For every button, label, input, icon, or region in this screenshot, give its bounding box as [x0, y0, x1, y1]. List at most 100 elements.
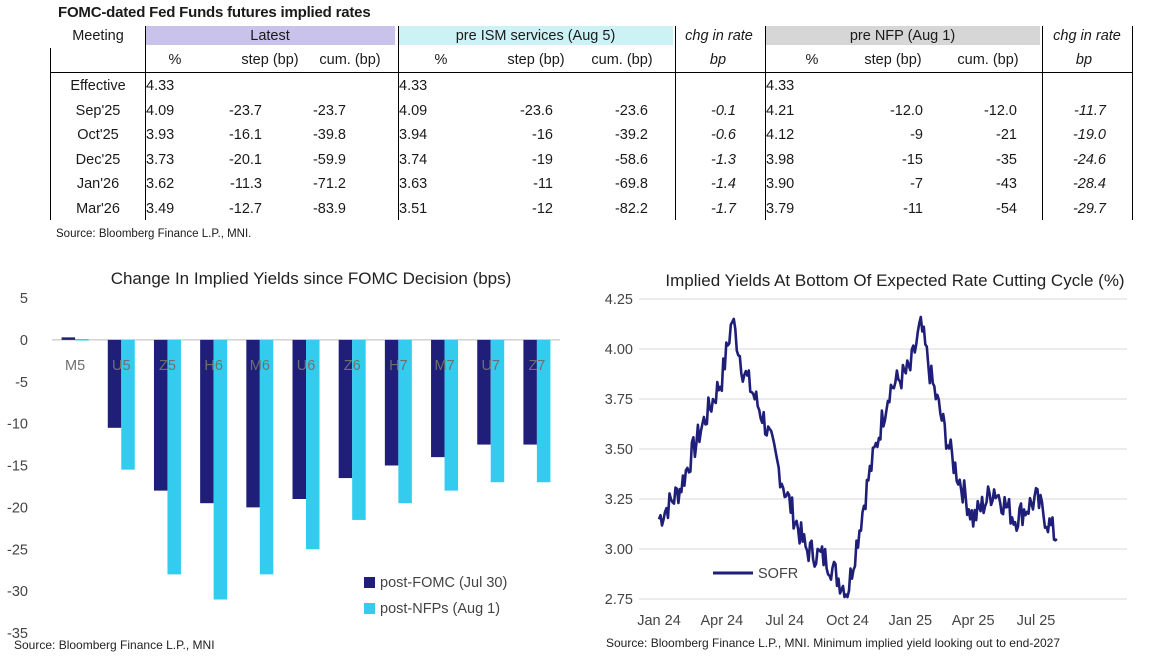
- group-header-2: pre ISM services (Aug 5): [455, 28, 616, 44]
- group-band-1: [145, 26, 395, 45]
- bar-M6-2: [259, 339, 274, 575]
- group-band-2: [398, 26, 673, 45]
- y-tick-label: 3.25: [605, 492, 633, 508]
- table-title: FOMC-dated Fed Funds futures implied rat…: [58, 4, 371, 21]
- y-tick-label: -15: [7, 459, 28, 475]
- y-tick-label: 5: [20, 291, 28, 307]
- table-cell: 3.73: [146, 151, 175, 168]
- rates-table: FOMC-dated Fed Funds futures implied rat…: [0, 0, 1149, 240]
- legend-label-2: post-NFPs (Aug 1): [380, 601, 500, 617]
- y-tick-label: -35: [7, 626, 28, 642]
- table-cell: 4.12: [766, 127, 795, 143]
- table-cell: -21: [996, 127, 1017, 143]
- bar-U7-2: [490, 339, 505, 483]
- x-tick-label: Jan 25: [889, 613, 933, 629]
- table-cell: -9: [910, 127, 923, 143]
- y-tick-label: -20: [7, 500, 28, 516]
- x-tick-label: Oct 24: [826, 613, 869, 629]
- legend-label-1: post-FOMC (Jul 30): [380, 575, 507, 591]
- table-cell: 3.93: [146, 127, 175, 143]
- subheader-10: cum. (bp): [957, 52, 1019, 68]
- table-cell: -20.1: [228, 151, 262, 168]
- table-cell: -11.7: [1074, 102, 1106, 119]
- table-cell: -43: [996, 176, 1017, 192]
- row-meeting: Sep'25: [75, 102, 121, 119]
- group-band-4: [765, 26, 1040, 45]
- bar-U6-2: [306, 339, 320, 550]
- table-cell: 3.63: [399, 176, 428, 192]
- table-cell: -11: [903, 200, 923, 217]
- subheader-7: bp: [709, 52, 727, 68]
- table-source: Source: Bloomberg Finance L.P., MNI.: [56, 228, 252, 240]
- table-cell: -23.7: [312, 102, 346, 119]
- table-cell: -16.1: [228, 127, 262, 143]
- row-meeting: Mar'26: [76, 200, 120, 217]
- group-band-3: [675, 26, 763, 45]
- x-category-label: M6: [250, 358, 270, 374]
- x-category-label: U5: [112, 358, 131, 374]
- table-cell: -82.2: [614, 200, 648, 217]
- bar-M7-2: [444, 339, 459, 491]
- column-rule: [765, 26, 766, 220]
- table-cell: 3.49: [146, 200, 175, 217]
- y-tick-label: -5: [15, 375, 28, 391]
- row-meeting: Dec'25: [75, 151, 121, 168]
- table-cell: -35: [996, 151, 1017, 168]
- group-header-4: pre NFP (Aug 1): [849, 28, 956, 44]
- table-cell: -0.1: [711, 102, 736, 119]
- table-cell: 4.33: [766, 78, 795, 94]
- table-cell: -59.9: [312, 151, 346, 168]
- table-cell: -69.8: [614, 176, 648, 192]
- column-rule: [1132, 26, 1133, 220]
- x-category-label: M7: [434, 358, 454, 374]
- table-cell: -15: [902, 151, 923, 168]
- subheader-9: step (bp): [864, 52, 922, 68]
- line-chart-title: Implied Yields At Bottom Of Expected Rat…: [665, 271, 1124, 290]
- x-tick-label: Jul 24: [765, 613, 804, 629]
- table-cell: -39.2: [614, 127, 648, 143]
- table-cell: -7: [910, 176, 923, 192]
- meeting-header: Meeting: [72, 28, 124, 44]
- bar-Z7-2: [536, 339, 551, 483]
- subheader-3: cum. (bp): [319, 52, 381, 68]
- y-tick-label: 3.50: [605, 442, 633, 458]
- column-rule: [50, 48, 51, 220]
- bar-U5-2: [121, 339, 135, 470]
- x-tick-label: Jul 25: [1017, 613, 1056, 629]
- table-cell: -71.2: [312, 176, 346, 192]
- bar-H6-1: [200, 339, 214, 504]
- table-cell: -54: [996, 200, 1017, 217]
- bar-Z5-2: [167, 339, 181, 575]
- subheader-1: %: [168, 52, 182, 68]
- row-meeting: Jan'26: [76, 176, 120, 192]
- x-category-label: U6: [297, 358, 316, 374]
- bar-U5-1: [107, 339, 122, 428]
- table-cell: -11.3: [230, 176, 262, 192]
- row-meeting: Oct'25: [77, 127, 119, 143]
- table-cell: -0.6: [711, 127, 736, 143]
- table-cell: 3.74: [399, 151, 428, 168]
- bar-H6-2: [213, 339, 228, 600]
- group-header-5: chg in rate: [1053, 28, 1121, 44]
- x-category-label: H6: [204, 358, 223, 374]
- table-cell: 3.94: [399, 127, 428, 143]
- table-cell: -12.7: [228, 200, 262, 217]
- x-category-label: Z7: [528, 358, 545, 374]
- bar-M5-1: [61, 337, 76, 340]
- table-cell: 3.51: [399, 200, 428, 217]
- column-rule: [398, 26, 399, 220]
- subheader-2: step (bp): [241, 52, 299, 68]
- x-category-label: Z5: [159, 358, 176, 374]
- table-cell: 3.90: [766, 176, 795, 192]
- table-cell: -23.7: [228, 102, 262, 119]
- subheader-4: %: [434, 52, 448, 68]
- y-tick-label: 3.00: [605, 542, 633, 558]
- table-cell: 4.33: [146, 78, 175, 94]
- table-cell: 3.98: [766, 151, 795, 168]
- y-tick-label: 3.75: [605, 392, 633, 408]
- bar-H7-2: [398, 339, 412, 504]
- x-category-label: H7: [389, 358, 408, 374]
- legend-swatch-1: [364, 577, 375, 588]
- table-cell: -39.8: [312, 127, 346, 143]
- table-cell: -1.3: [711, 151, 736, 168]
